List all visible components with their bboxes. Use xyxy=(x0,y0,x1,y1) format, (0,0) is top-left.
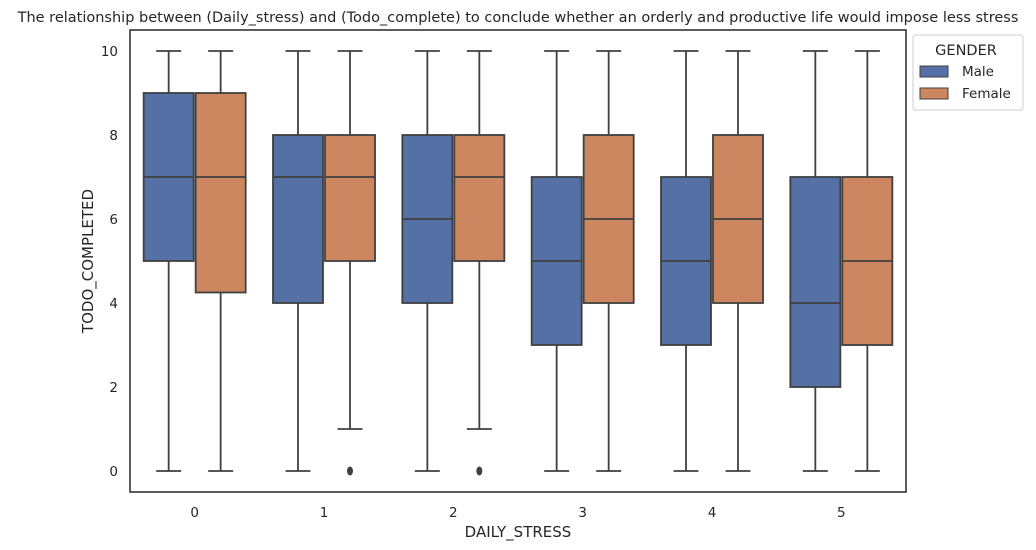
x-tick-label: 1 xyxy=(320,505,329,521)
legend-label-female: Female xyxy=(962,86,1011,102)
y-axis-label: TODO_COMPLETED xyxy=(79,189,98,334)
legend-label-male: Male xyxy=(962,64,994,80)
box-female-3 xyxy=(582,50,635,472)
box-male-2 xyxy=(401,50,454,472)
x-axis-label: DAILY_STRESS xyxy=(465,523,572,542)
y-tick-label: 0 xyxy=(109,464,118,480)
y-tick-label: 10 xyxy=(101,44,118,60)
legend-swatch-female xyxy=(919,87,949,100)
x-tick-label: 5 xyxy=(837,505,846,521)
box-female-1 xyxy=(324,50,376,476)
chart-title: The relationship between (Daily_stress) … xyxy=(17,10,1019,26)
y-tick-label: 4 xyxy=(109,296,118,312)
box-female-2 xyxy=(453,50,506,476)
box-iqr xyxy=(194,92,247,294)
outlier-point xyxy=(476,466,483,476)
x-axis-ticks: 0 1 2 3 4 5 xyxy=(190,505,845,521)
legend-swatch-male xyxy=(919,65,949,78)
y-axis-ticks: 0 2 4 6 8 10 xyxy=(101,44,118,480)
outlier-point xyxy=(347,466,353,476)
plot-area xyxy=(142,50,894,476)
legend-title: GENDER xyxy=(935,43,997,59)
box-iqr xyxy=(453,134,506,262)
box-iqr xyxy=(789,176,842,388)
box-iqr xyxy=(272,134,324,304)
box-iqr xyxy=(324,134,376,262)
box-male-5 xyxy=(789,50,842,472)
box-female-0 xyxy=(194,50,247,472)
legend: GENDER Male Female xyxy=(912,34,1024,111)
y-tick-label: 2 xyxy=(109,380,118,396)
box-male-1 xyxy=(272,50,324,472)
box-female-4 xyxy=(712,50,764,472)
x-tick-label: 3 xyxy=(578,505,587,521)
y-tick-label: 6 xyxy=(109,212,118,228)
x-tick-label: 4 xyxy=(708,505,717,521)
box-male-0 xyxy=(142,50,195,472)
plot-frame xyxy=(129,29,907,493)
x-tick-label: 2 xyxy=(449,505,458,521)
box-male-4 xyxy=(660,50,712,472)
box-female-5 xyxy=(841,50,894,472)
x-tick-label: 0 xyxy=(190,505,199,521)
box-male-3 xyxy=(530,50,583,472)
y-tick-label: 8 xyxy=(109,128,118,144)
